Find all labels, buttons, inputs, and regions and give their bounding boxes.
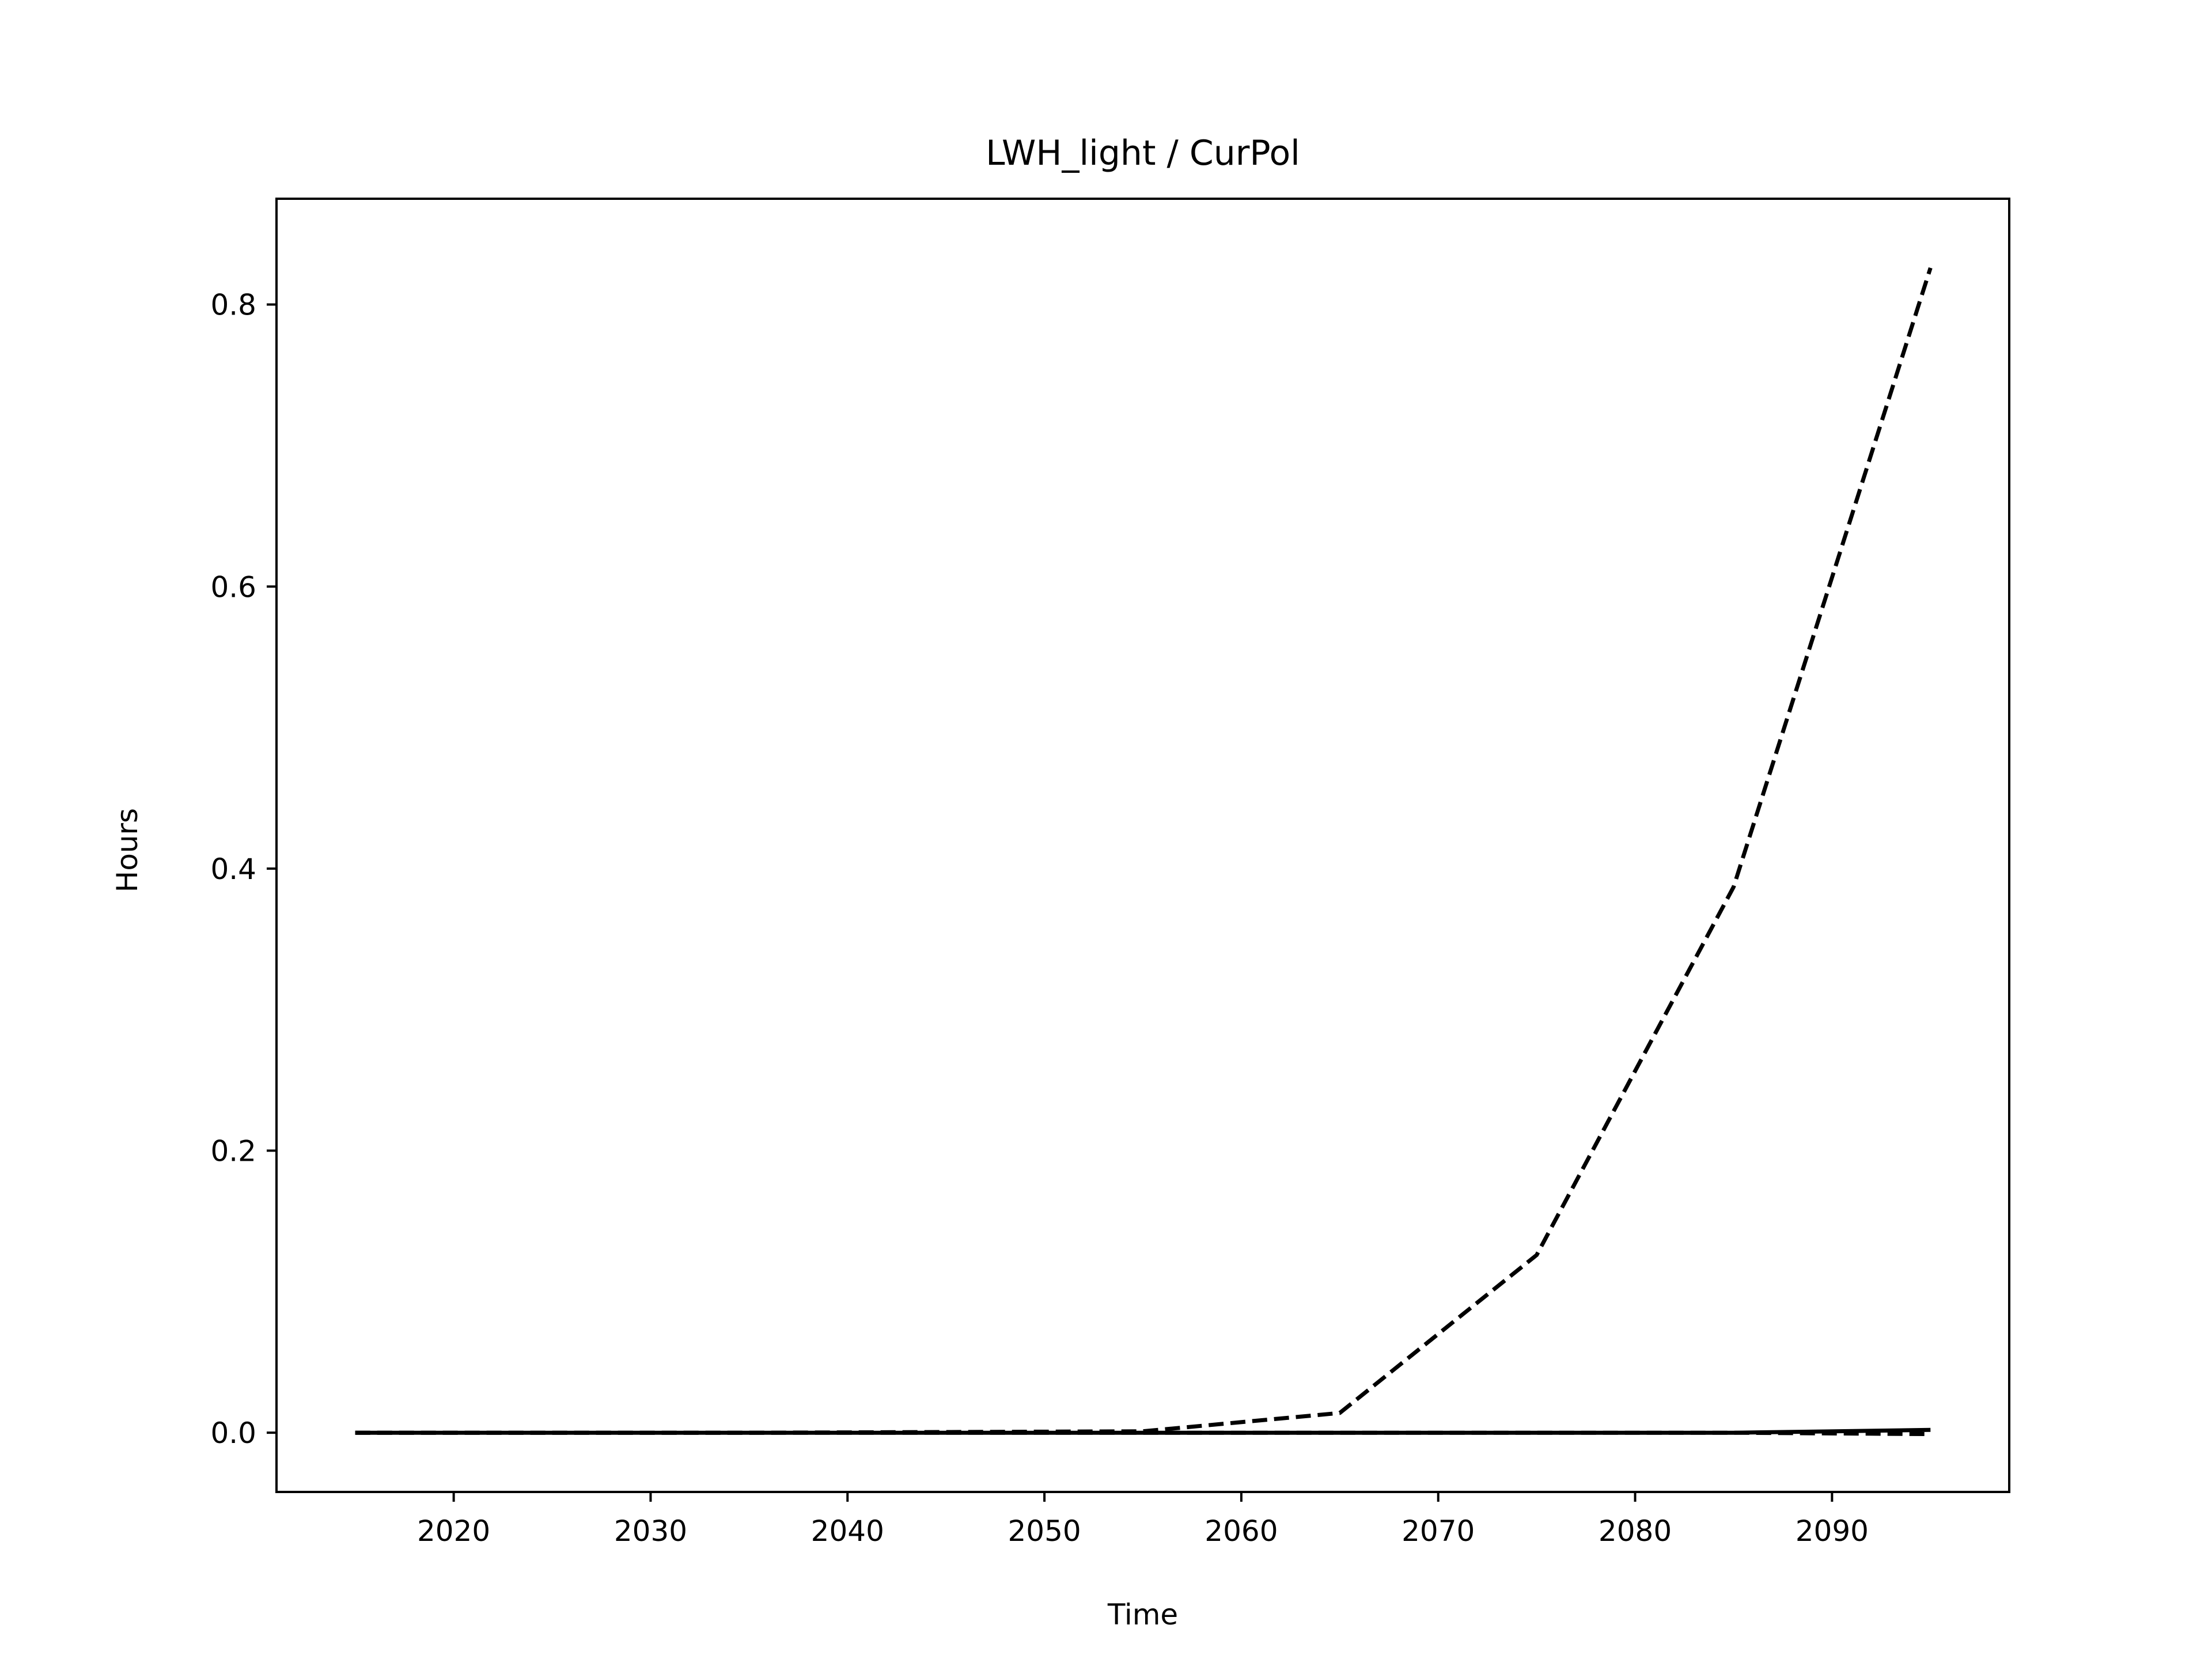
ticks-layer: 2020 2030 2040 2050 2060 2070 2080 2090 0.0 0.2 0.… [210, 289, 1869, 1548]
x-tick-label: 2020 [417, 1514, 490, 1548]
dashed-series-line-0 [355, 267, 1933, 1435]
x-tick-label: 2070 [1402, 1514, 1475, 1548]
chart-title: LWH_light / CurPol [986, 133, 1300, 173]
x-tick-label: 2080 [1599, 1514, 1672, 1548]
x-tick-label: 2040 [811, 1514, 884, 1548]
x-tick-label: 2030 [614, 1514, 687, 1548]
x-tick-label: 2060 [1205, 1514, 1278, 1548]
y-axis-label: Hours [111, 808, 144, 892]
x-axis-label: Time [1107, 1598, 1178, 1631]
y-tick-label: 0.0 [210, 1416, 256, 1450]
x-tick-label: 2050 [1007, 1514, 1081, 1548]
y-tick-label: 0.4 [210, 853, 256, 886]
plot-area-frame [275, 198, 2010, 1493]
y-tick-label: 0.6 [210, 570, 256, 604]
y-tick-label: 0.8 [210, 289, 256, 322]
solid-series-line-2 [355, 1427, 1931, 1435]
y-tick-label: 0.2 [210, 1135, 256, 1168]
x-tick-label: 2090 [1796, 1514, 1869, 1548]
series-layer [355, 267, 1933, 1437]
